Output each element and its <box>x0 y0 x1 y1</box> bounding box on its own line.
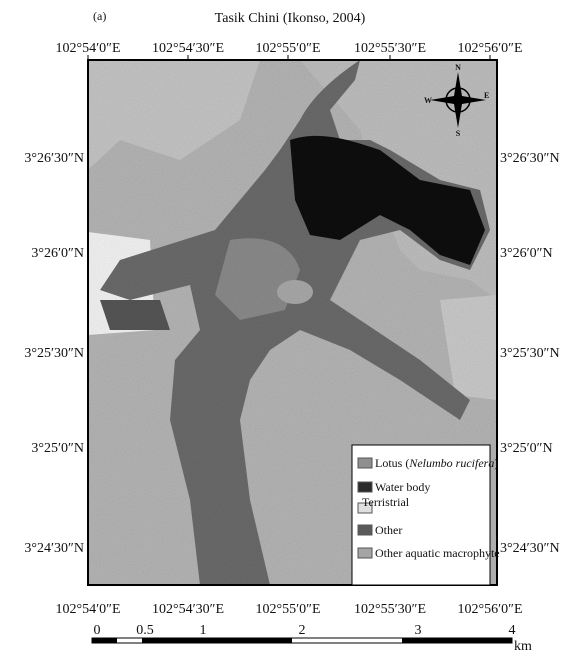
compass-e: E <box>484 91 489 100</box>
map-figure: (a) Tasik Chini (Ikonso, 2004) N S E W L… <box>0 0 573 654</box>
scale-unit: km <box>514 639 532 654</box>
longitude-label: 102°56′0″E <box>457 41 522 56</box>
scale-label: 4 <box>509 623 516 638</box>
panel-label: (a) <box>93 9 106 23</box>
legend-italic: Nelumbo rucifera <box>408 456 494 470</box>
scale-label: 1 <box>200 623 207 638</box>
longitude-label: 102°55′0″E <box>255 602 320 617</box>
legend-label: Water body <box>375 480 430 494</box>
longitude-label: 102°54′0″E <box>55 41 120 56</box>
latitude-label: 3°25′30″N <box>24 346 84 361</box>
legend-prefix: Lotus ( <box>375 456 409 470</box>
scale-label: 2 <box>299 623 306 638</box>
latitude-label: 3°26′30″N <box>24 151 84 166</box>
latitude-label: 3°26′0″N <box>500 246 553 261</box>
compass-n: N <box>455 63 461 72</box>
scale-label: 0.5 <box>136 623 154 638</box>
latitude-label: 3°24′30″N <box>24 541 84 556</box>
longitude-label: 102°54′0″E <box>55 602 120 617</box>
scale-bar <box>92 638 512 643</box>
legend-label: Other <box>375 523 402 537</box>
scale-label: 3 <box>415 623 422 638</box>
legend: Lotus (Nelumbo rucifera) Water body Terr… <box>352 445 500 585</box>
longitude-label: 102°55′30″E <box>354 602 426 617</box>
latitude-label: 3°25′0″N <box>500 441 553 456</box>
legend-label: Other aquatic macrophyte <box>375 546 500 560</box>
legend-suffix: ) <box>494 456 498 470</box>
compass-w: W <box>424 96 432 105</box>
longitude-label: 102°54′30″E <box>152 41 224 56</box>
latitude-label: 3°25′0″N <box>31 441 84 456</box>
map-title: Tasik Chini (Ikonso, 2004) <box>215 11 366 26</box>
legend-label: Terristrial <box>362 495 410 509</box>
legend-label: Lotus (Nelumbo rucifera) <box>375 456 498 470</box>
latitude-label: 3°26′30″N <box>500 151 560 166</box>
longitude-label: 102°55′30″E <box>354 41 426 56</box>
longitude-label: 102°54′30″E <box>152 602 224 617</box>
longitude-label: 102°55′0″E <box>255 41 320 56</box>
latitude-label: 3°25′30″N <box>500 346 560 361</box>
latitude-label: 3°26′0″N <box>31 246 84 261</box>
scale-label: 0 <box>94 623 101 638</box>
latitude-label: 3°24′30″N <box>500 541 560 556</box>
compass-s: S <box>456 129 461 138</box>
longitude-label: 102°56′0″E <box>457 602 522 617</box>
